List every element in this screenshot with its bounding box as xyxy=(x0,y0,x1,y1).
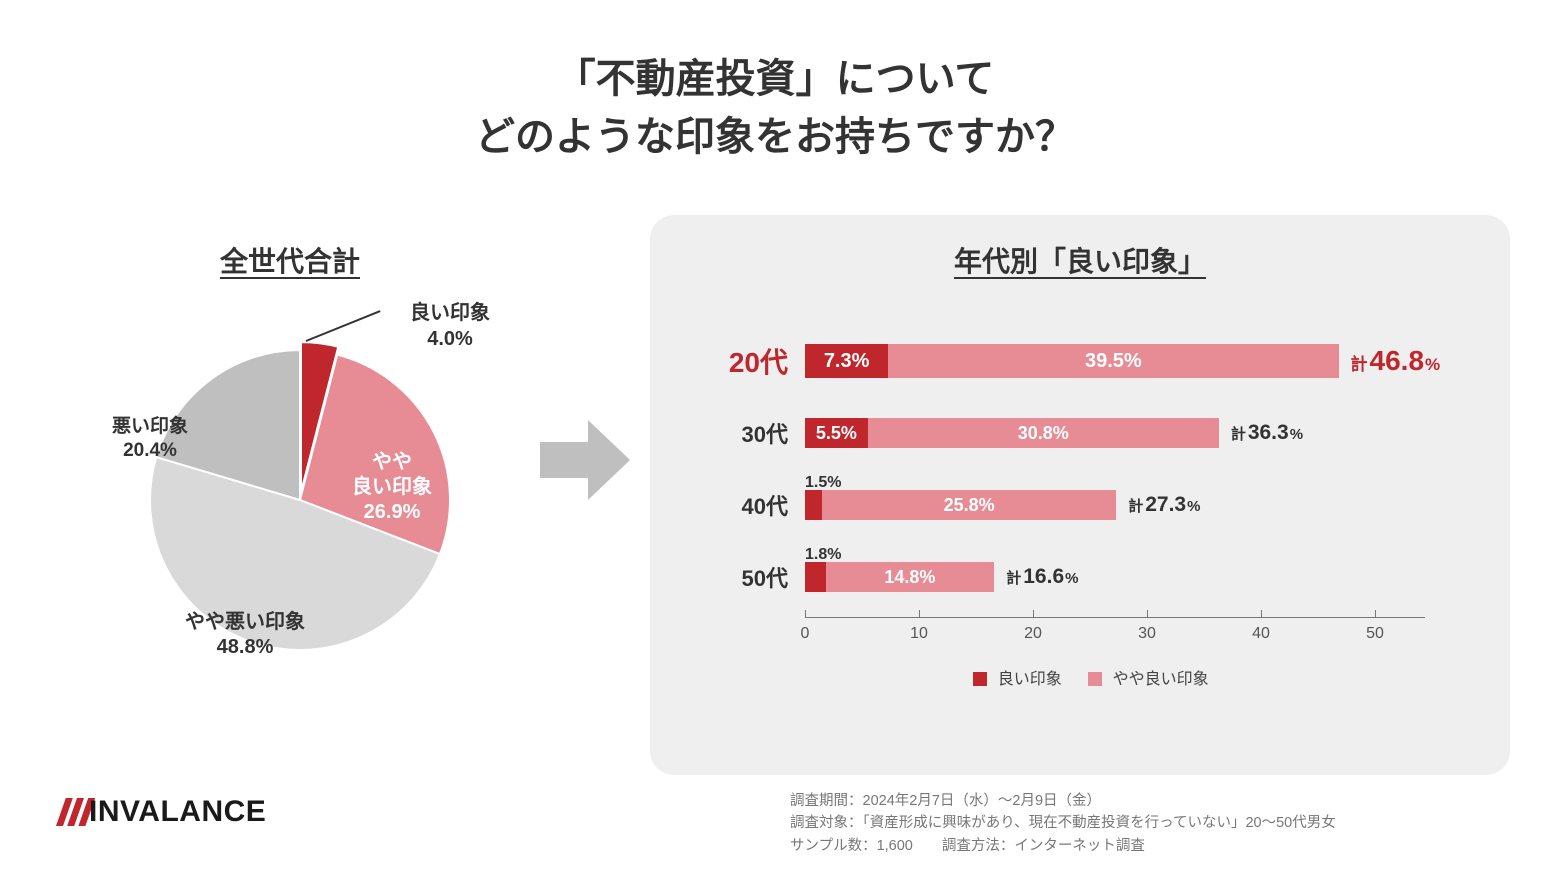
pie-label-somewhat-bad: やや悪い印象 48.8% xyxy=(155,610,335,660)
note-period: 調査期間：2024年2月7日（水）～2月9日（金） xyxy=(790,790,1530,812)
logo-text: INVALANCE xyxy=(89,795,266,829)
bar-total-label: 計46.8% xyxy=(1351,345,1441,377)
bar-row: 50代14.8%1.8%計16.6% xyxy=(710,541,1450,613)
x-tick xyxy=(1261,610,1262,618)
main-title: 「不動産投資」について どのような印象をお持ちですか？ xyxy=(0,50,1550,166)
bar-row: 40代25.8%1.5%計27.3% xyxy=(710,469,1450,541)
legend-swatch-somewhat-good xyxy=(1088,672,1102,686)
x-tick-label: 10 xyxy=(910,625,928,643)
x-tick-label: 30 xyxy=(1138,625,1156,643)
bar-legend: 良い印象 やや良い印象 xyxy=(650,665,1510,689)
bar-row: 30代 5.5%30.8% 計36.3% xyxy=(710,397,1450,469)
x-tick xyxy=(1147,610,1148,618)
brand-logo: INVALANCE xyxy=(55,795,266,829)
note-target: 調査対象：「資産形成に興味があり、現在不動産投資を行っていない」20～50代男女 xyxy=(790,812,1530,834)
note-sample: サンプル数：1,600 調査方法：インターネット調査 xyxy=(790,835,1530,857)
bar-total-label: 計27.3% xyxy=(1128,493,1200,517)
bar-segment-somewhat-good: 30.8% xyxy=(868,418,1219,448)
age-label: 30代 xyxy=(710,417,788,449)
survey-notes: 調査期間：2024年2月7日（水）～2月9日（金） 調査対象：「資産形成に興味が… xyxy=(790,790,1530,857)
x-tick xyxy=(805,610,806,618)
x-tick-label: 0 xyxy=(801,625,810,643)
x-tick xyxy=(919,610,920,618)
age-label: 50代 xyxy=(710,561,788,593)
legend-swatch-good xyxy=(973,672,987,686)
bar-chart: 20代7.3%39.5%計46.8%30代5.5%30.8%計36.3%40代2… xyxy=(710,325,1450,613)
pie-chart: やや 良い印象 26.9% やや悪い印象 48.8% 悪い印象 20.4% xyxy=(110,310,490,690)
bar-segment-good-label-outside: 1.5% xyxy=(805,468,841,498)
bar-total-label: 計36.3% xyxy=(1231,421,1303,445)
pie-chart-title: 全世代合計 xyxy=(140,240,440,280)
pie-callout-good: 良い印象 4.0% xyxy=(350,300,550,352)
title-line1: 「不動産投資」について xyxy=(556,57,995,101)
x-tick-label: 40 xyxy=(1252,625,1270,643)
bar-segment-good: 7.3% xyxy=(805,344,888,378)
bar-total-label: 計16.6% xyxy=(1006,565,1078,589)
x-tick-label: 20 xyxy=(1024,625,1042,643)
legend-label-good: 良い印象 xyxy=(998,671,1062,688)
x-tick-label: 50 xyxy=(1366,625,1384,643)
bar-track: 7.3%39.5% xyxy=(805,344,1375,378)
x-tick xyxy=(1375,610,1376,618)
bar-row: 20代7.3%39.5%計46.8% xyxy=(710,325,1450,397)
bar-track: 14.8%1.8% xyxy=(805,562,1375,592)
bar-segment-somewhat-good: 25.8% xyxy=(822,490,1116,520)
x-axis-line xyxy=(805,617,1425,618)
title-line2: どのような印象をお持ちですか？ xyxy=(0,108,1550,166)
bar-segment-somewhat-good: 39.5% xyxy=(888,344,1338,378)
bar-track: 25.8%1.5% xyxy=(805,490,1375,520)
bar-chart-title: 年代別「良い印象」 xyxy=(650,240,1510,280)
pie-label-somewhat-good: やや 良い印象 26.9% xyxy=(337,450,447,525)
bar-segment-good: 5.5% xyxy=(805,418,868,448)
x-tick xyxy=(1033,610,1034,618)
pie-label-bad: 悪い印象 20.4% xyxy=(90,415,210,463)
bar-segment-somewhat-good: 14.8% xyxy=(826,562,995,592)
age-label: 20代 xyxy=(710,341,788,381)
age-label: 40代 xyxy=(710,489,788,521)
arrow-icon xyxy=(540,420,630,500)
legend-label-somewhat-good: やや良い印象 xyxy=(1113,671,1209,688)
bar-segment-good-label-outside: 1.8% xyxy=(805,540,841,570)
age-panel: 年代別「良い印象」 20代7.3%39.5%計46.8%30代5.5%30.8%… xyxy=(650,215,1510,775)
